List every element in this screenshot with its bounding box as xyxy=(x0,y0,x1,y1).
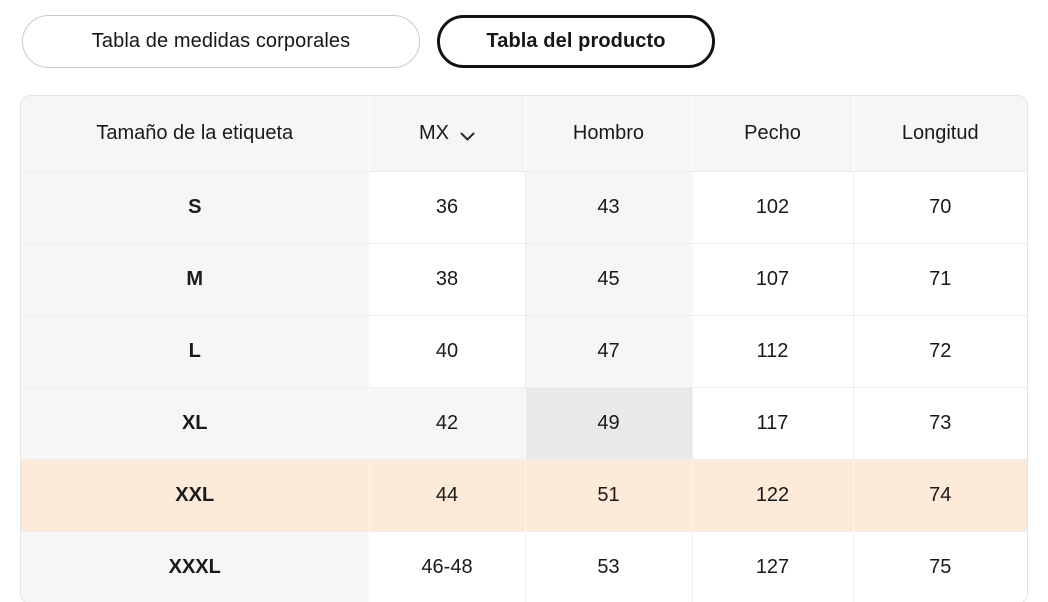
tab-product-label: Tabla del producto xyxy=(486,30,666,52)
column-header-pecho: Pecho xyxy=(692,96,854,172)
column-header-longitud: Longitud xyxy=(853,96,1027,172)
measurement-cell[interactable]: 73 xyxy=(853,387,1027,460)
measurement-cell[interactable]: 45 xyxy=(525,243,693,316)
chevron-down-icon xyxy=(460,124,475,147)
size-chart-tabs: Tabla de medidas corporales Tabla del pr… xyxy=(22,15,1048,68)
measurement-cell[interactable]: 102 xyxy=(692,171,854,244)
measurement-cell[interactable]: 122 xyxy=(692,459,854,532)
size-chart-table: Tamaño de la etiqueta MX Hombro Pecho xyxy=(20,95,1028,602)
table-row: L 40 47 112 72 xyxy=(21,315,1027,388)
measurement-cell[interactable]: 75 xyxy=(853,531,1027,602)
unit-dropdown-value: MX xyxy=(419,122,449,144)
tab-body-measurements-label: Tabla de medidas corporales xyxy=(91,30,351,52)
tab-body-measurements[interactable]: Tabla de medidas corporales xyxy=(22,15,420,68)
highlighted-row: XXL 44 51 122 74 xyxy=(21,459,1027,532)
header-row: Tamaño de la etiqueta MX Hombro Pecho xyxy=(21,96,1027,172)
measurement-cell[interactable]: 127 xyxy=(692,531,854,602)
measurement-cell[interactable]: 71 xyxy=(853,243,1027,316)
measurement-cell[interactable]: 70 xyxy=(853,171,1027,244)
measurement-cell[interactable]: 44 xyxy=(369,459,526,532)
measurement-cell[interactable]: 42 xyxy=(369,387,526,460)
tab-product[interactable]: Tabla del producto xyxy=(437,15,715,68)
measurement-cell[interactable]: 112 xyxy=(692,315,854,388)
measurement-cell[interactable]: 107 xyxy=(692,243,854,316)
unit-dropdown[interactable]: MX xyxy=(419,121,475,147)
measurement-cell[interactable]: 36 xyxy=(369,171,526,244)
table-row: S 36 43 102 70 xyxy=(21,171,1027,244)
table-row: XXXL 46-48 53 127 75 xyxy=(21,531,1027,602)
size-label-cell[interactable]: XL xyxy=(21,387,370,460)
column-header-hombro: Hombro xyxy=(525,96,693,172)
table-row: XL 42 49 117 73 xyxy=(21,387,1027,460)
column-header-size: Tamaño de la etiqueta xyxy=(21,96,370,172)
size-label-cell[interactable]: S xyxy=(21,171,370,244)
measurement-cell[interactable]: 72 xyxy=(853,315,1027,388)
measurement-cell[interactable]: 51 xyxy=(525,459,693,532)
measurement-cell[interactable]: 74 xyxy=(853,459,1027,532)
table-row: M 38 45 107 71 xyxy=(21,243,1027,316)
size-label-cell[interactable]: XXL xyxy=(21,459,370,532)
measurement-cell[interactable]: 47 xyxy=(525,315,693,388)
hovered-cell[interactable]: 49 xyxy=(525,387,693,460)
column-header-unit: MX xyxy=(369,96,526,172)
size-label-cell[interactable]: L xyxy=(21,315,370,388)
size-label-cell[interactable]: XXXL xyxy=(21,531,370,602)
measurement-cell[interactable]: 46-48 xyxy=(369,531,526,602)
measurement-cell[interactable]: 43 xyxy=(525,171,693,244)
measurement-cell[interactable]: 38 xyxy=(369,243,526,316)
measurement-cell[interactable]: 40 xyxy=(369,315,526,388)
measurement-cell[interactable]: 117 xyxy=(692,387,854,460)
size-label-cell[interactable]: M xyxy=(21,243,370,316)
measurement-cell[interactable]: 53 xyxy=(525,531,693,602)
